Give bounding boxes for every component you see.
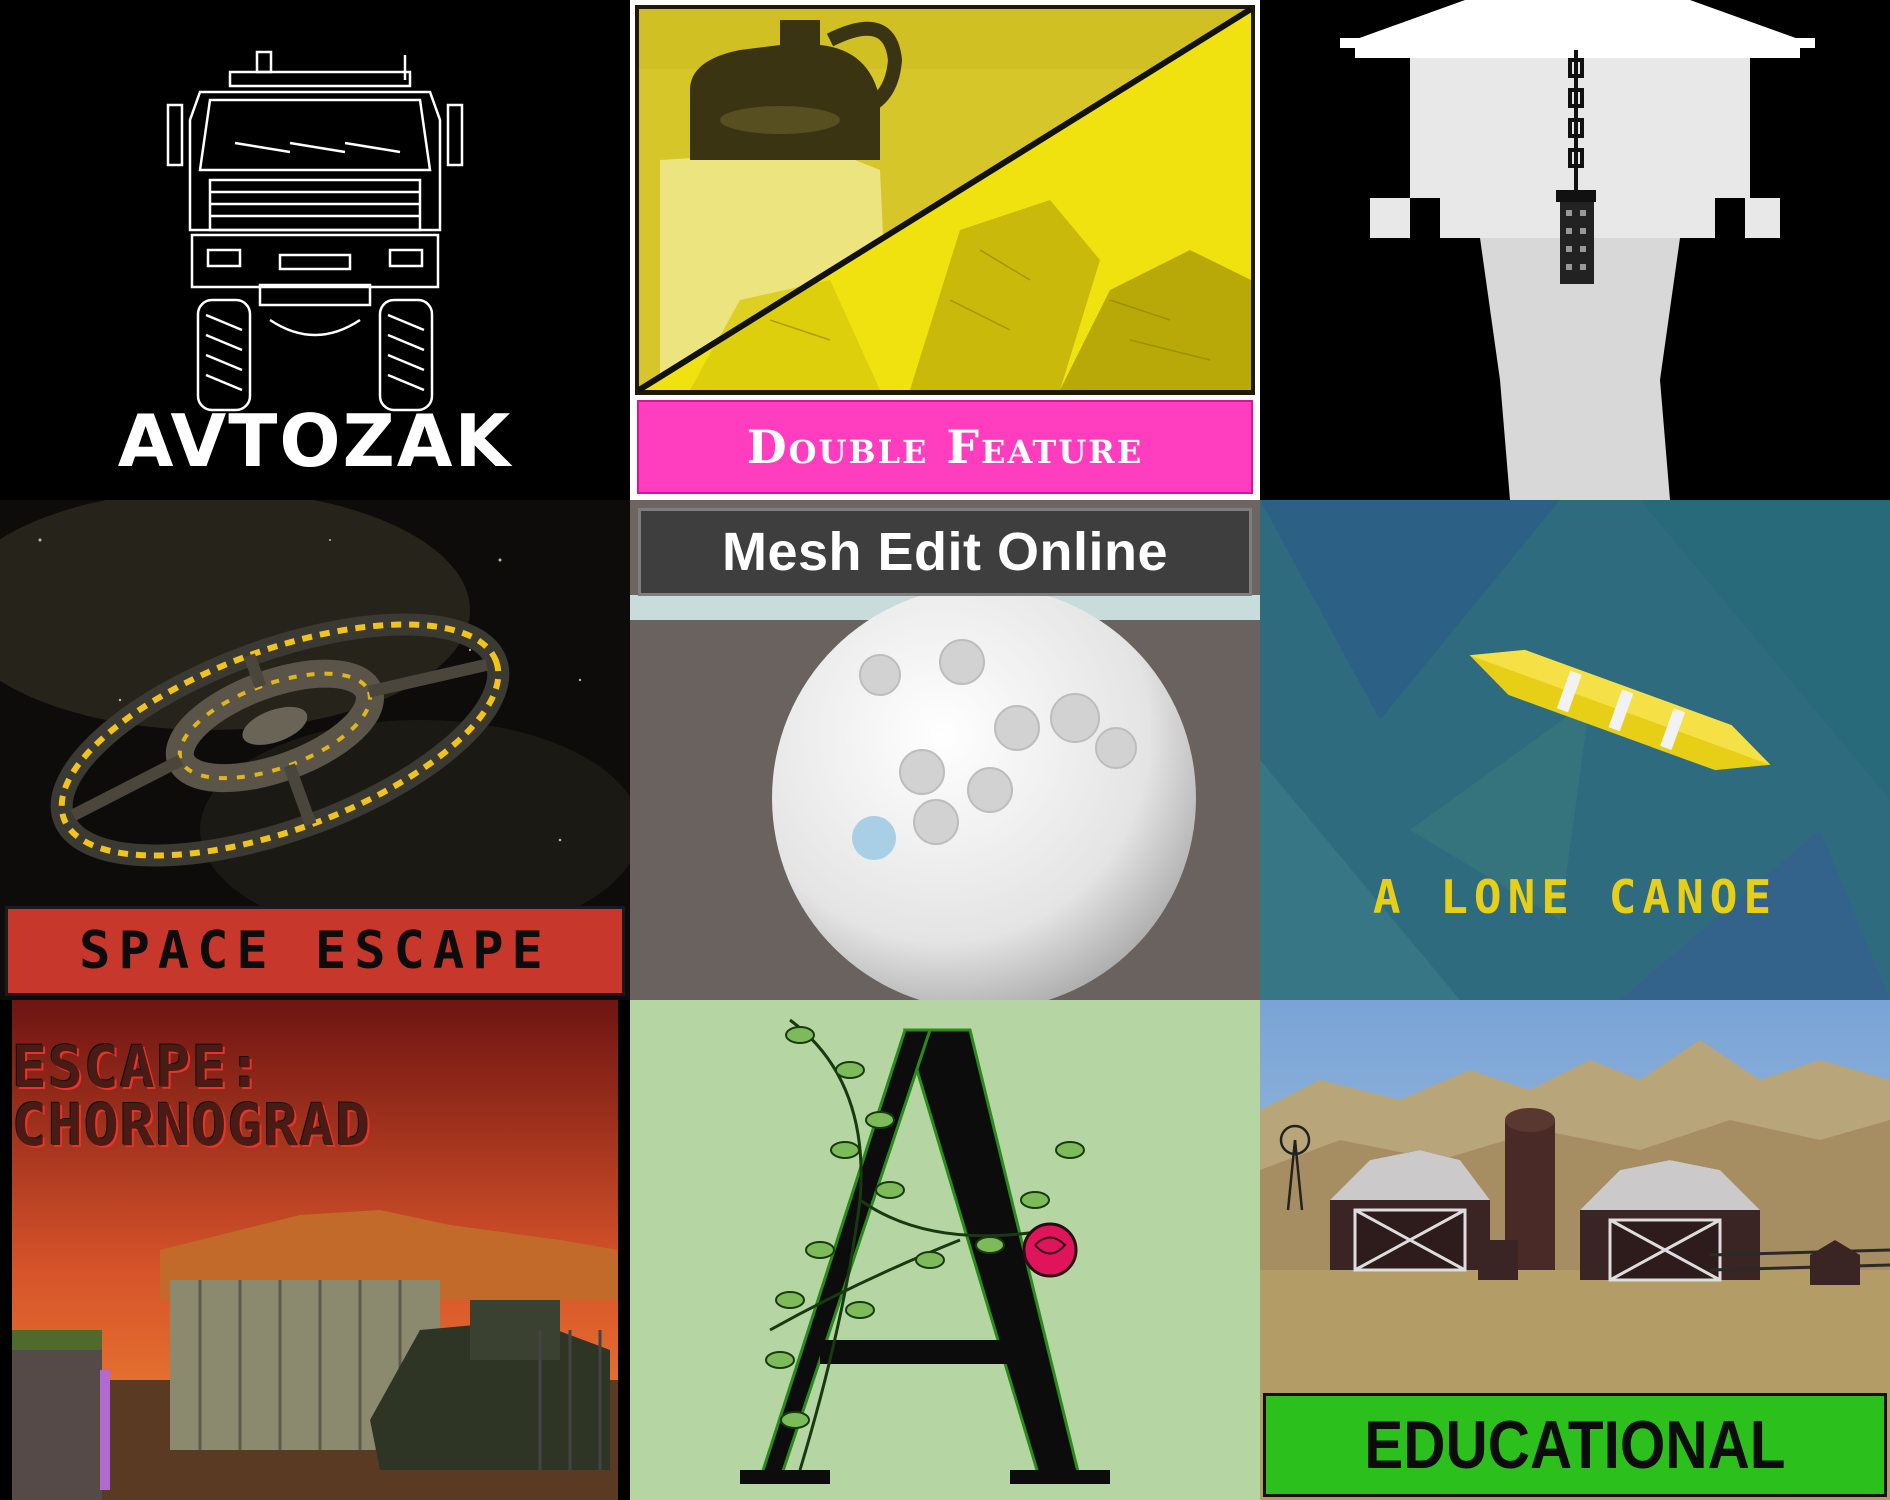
lone-canoe-title: A LONE CANOE <box>1372 870 1778 924</box>
canoe-icon <box>1260 500 1890 1000</box>
tile-avtozak[interactable]: AVTOZAK <box>0 0 630 500</box>
jug-icon <box>635 5 1255 395</box>
tile-escape-chornograd[interactable]: ESCAPE: CHORNOGRAD <box>0 1000 630 1500</box>
space-escape-title: SPACE ESCAPE <box>79 921 551 981</box>
educational-banner: EDUCATIONAL <box>1263 1393 1887 1497</box>
mesh-edit-title: Mesh Edit Online <box>721 522 1169 582</box>
letter-a-rose-icon <box>630 1000 1260 1500</box>
educational-title: EDUCATIONAL <box>1364 1407 1786 1483</box>
avtozak-title: AVTOZAK <box>117 399 513 483</box>
tile-mesh-edit-online[interactable]: Mesh Edit Online <box>630 500 1260 1000</box>
tile-well[interactable] <box>1260 0 1890 500</box>
tile-space-escape[interactable]: SPACE ESCAPE <box>0 500 630 1000</box>
mesh-edit-banner: Mesh Edit Online <box>638 508 1252 596</box>
space-escape-banner: SPACE ESCAPE <box>5 906 625 996</box>
tile-double-feature[interactable]: Double Feature <box>630 0 1260 500</box>
double-feature-title: Double Feature <box>746 420 1144 474</box>
ruins-icon <box>12 1000 618 1500</box>
double-feature-banner: Double Feature <box>637 400 1253 494</box>
tile-letter-a[interactable] <box>630 1000 1260 1500</box>
tile-educational[interactable]: EDUCATIONAL <box>1260 1000 1890 1500</box>
tile-lone-canoe[interactable]: A LONE CANOE <box>1260 500 1890 1000</box>
chornograd-title: ESCAPE: CHORNOGRAD <box>12 1033 372 1159</box>
truck-icon <box>166 50 464 412</box>
well-icon <box>1260 0 1890 500</box>
